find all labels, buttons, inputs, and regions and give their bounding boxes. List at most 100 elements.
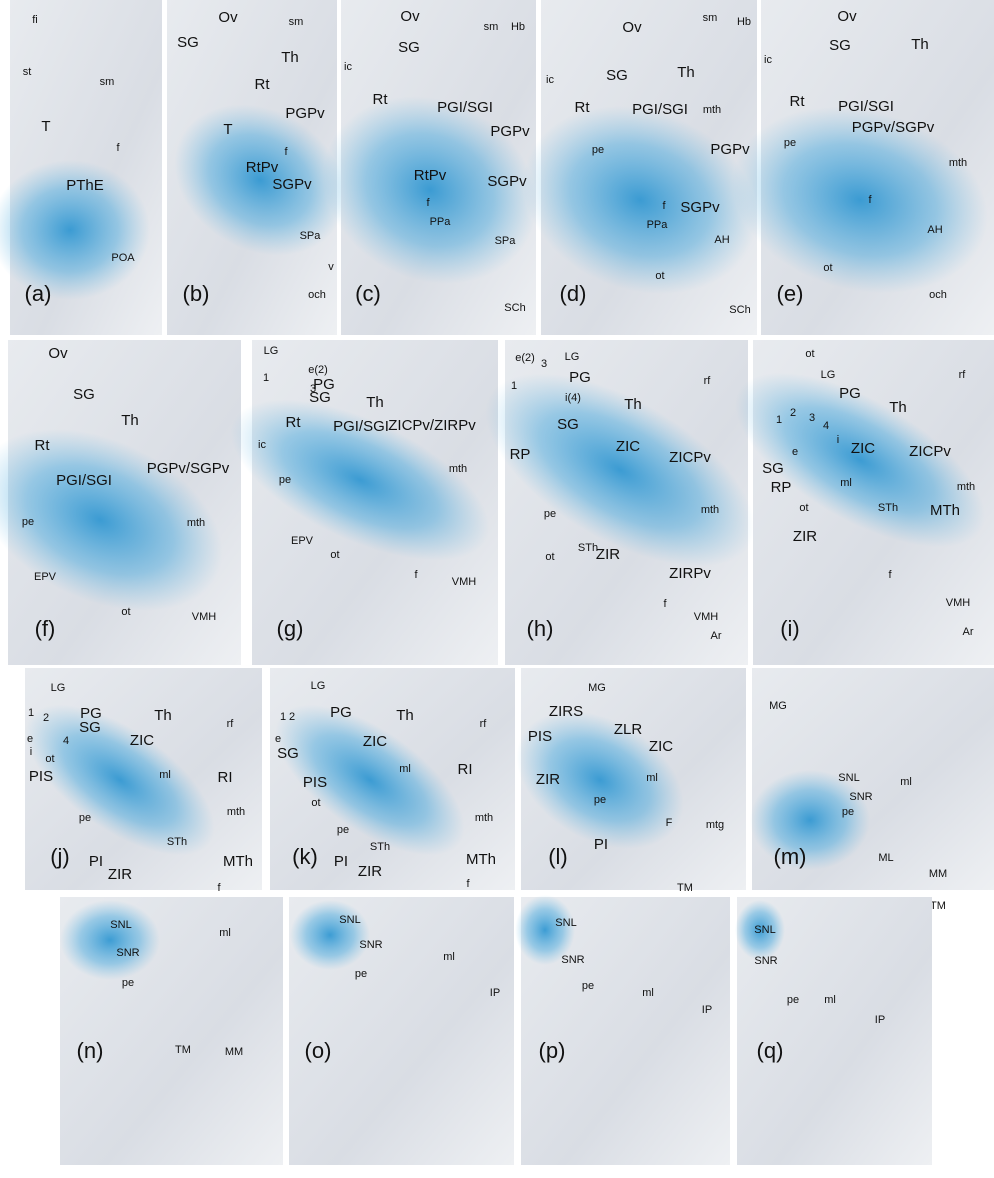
annotation: i: [837, 434, 839, 446]
annotation: pe: [592, 144, 604, 156]
annotation: PG: [330, 704, 352, 721]
annotation: SPa: [495, 235, 517, 247]
annotation: PGI/SGI: [56, 472, 112, 489]
panel-label: (d): [560, 281, 587, 306]
annotation: Th: [121, 412, 139, 429]
annotation: 1: [511, 380, 517, 392]
annotation: ot: [545, 551, 554, 563]
annotation: ot: [805, 348, 814, 360]
annotation: STh: [167, 836, 187, 848]
annotation: 2: [289, 711, 295, 723]
annotation: LG: [264, 345, 279, 357]
annotation: ZIR: [108, 866, 132, 883]
annotation: i: [30, 746, 32, 758]
stain: [750, 770, 870, 870]
annotation: AH: [927, 224, 942, 236]
annotation: ZIC: [130, 732, 154, 749]
annotation: PGPv: [490, 123, 530, 140]
annotation: sm: [289, 16, 304, 28]
panel-label: (e): [777, 281, 804, 306]
annotation: Ov: [400, 8, 420, 25]
annotation: SNL: [838, 772, 859, 784]
annotation: STh: [370, 841, 390, 853]
annotation: ot: [823, 262, 832, 274]
annotation: LG: [565, 351, 580, 363]
annotation: ML: [878, 852, 893, 864]
annotation: SGPv: [487, 173, 527, 190]
annotation: Th: [911, 36, 929, 53]
annotation: ic: [764, 54, 772, 66]
annotation: Rt: [373, 91, 389, 108]
annotation: e(2): [308, 364, 328, 376]
annotation: ZIC: [851, 440, 875, 457]
annotation: 4: [63, 735, 69, 747]
annotation: PGI/SGI: [632, 101, 688, 118]
annotation: ZIC: [616, 438, 640, 455]
annotation: ml: [900, 776, 912, 788]
panel: fistsmTfPThEPOA(a): [0, 0, 162, 335]
annotation: PPa: [430, 216, 452, 228]
annotation: ZIC: [363, 733, 387, 750]
annotation: ml: [443, 951, 455, 963]
panel-label: (b): [183, 281, 210, 306]
annotation: ZIR: [358, 863, 382, 880]
panel-label: (i): [780, 616, 800, 641]
annotation: mtg: [706, 819, 724, 831]
panel: MGZIRSZLRPISZICmlZIRpeFmtgPITM(l): [492, 668, 746, 894]
annotation: ZIR: [793, 528, 817, 545]
annotation: SNR: [116, 947, 139, 959]
panel: MGSNLmlSNRpeMLMMTM(m): [750, 668, 994, 912]
annotation: PPa: [647, 219, 669, 231]
annotation: EPV: [291, 535, 314, 547]
panel-label: (q): [757, 1038, 784, 1063]
annotation: och: [929, 289, 947, 301]
annotation: VMH: [192, 611, 217, 623]
annotation: SNL: [339, 914, 360, 926]
annotation: v: [328, 261, 334, 273]
annotation: PG: [569, 369, 591, 386]
annotation: MM: [225, 1046, 243, 1058]
annotation: Th: [281, 49, 299, 66]
annotation: MM: [929, 868, 947, 880]
annotation: MTh: [223, 853, 253, 870]
annotation: pe: [122, 977, 134, 989]
annotation: ZICPv: [669, 449, 711, 466]
annotation: ml: [840, 477, 852, 489]
annotation: 1: [776, 414, 782, 426]
panel-label: (p): [539, 1038, 566, 1063]
annotation: ZIR: [536, 771, 560, 788]
annotation: 4: [823, 420, 829, 432]
annotation: rf: [959, 369, 967, 381]
annotation: ot: [799, 502, 808, 514]
annotation: Th: [396, 707, 414, 724]
annotation: ot: [45, 753, 54, 765]
annotation: Ov: [837, 8, 857, 25]
annotation: SGPv: [680, 199, 720, 216]
panel-label: (k): [292, 844, 318, 869]
annotation: PGPv/SGPv: [147, 460, 230, 477]
annotation: e: [27, 733, 33, 745]
annotation: e(2): [515, 352, 535, 364]
annotation: SNR: [849, 791, 872, 803]
annotation: PGI/SGI: [333, 418, 389, 435]
annotation: SG: [606, 67, 628, 84]
annotation: Th: [624, 396, 642, 413]
annotation: RtPv: [414, 167, 447, 184]
annotation: 1: [263, 372, 269, 384]
annotation: 2: [43, 712, 49, 724]
annotation: SG: [557, 416, 579, 433]
annotation: PI: [89, 853, 103, 870]
annotation: ml: [399, 763, 411, 775]
annotation: ZICPv: [909, 443, 951, 460]
panel-label: (a): [25, 281, 52, 306]
annotation: SG: [762, 460, 784, 477]
annotation: ot: [655, 270, 664, 282]
annotation: ZIC: [649, 738, 673, 755]
annotation: PI: [334, 853, 348, 870]
panel-label: (n): [77, 1038, 104, 1063]
annotation: pe: [22, 516, 34, 528]
annotation: EPV: [34, 571, 57, 583]
panel: SNLmlSNRpeTMMM(n): [60, 897, 283, 1165]
